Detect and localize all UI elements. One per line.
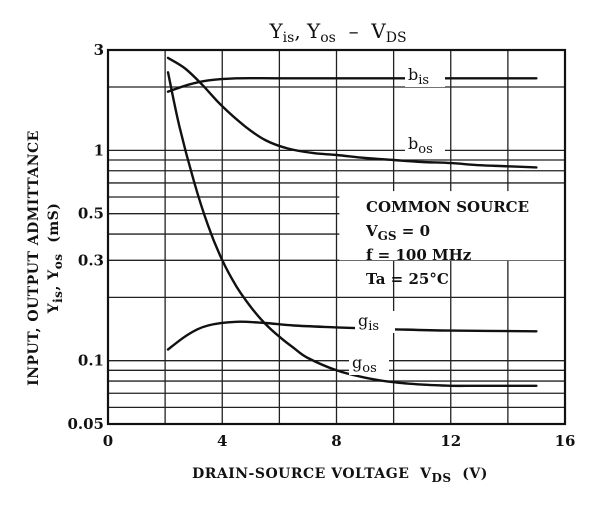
condition-line: COMMON SOURCE <box>366 198 529 216</box>
y-tick-label: 0.5 <box>78 205 104 223</box>
x-tick-label: 0 <box>103 432 113 450</box>
y-tick-label: 1 <box>94 141 104 159</box>
y-tick-label: 0.3 <box>78 251 104 269</box>
series-bis-label: bis <box>408 65 429 88</box>
series-gis-line <box>166 320 538 351</box>
series-gos-line <box>166 71 538 388</box>
condition-line: f = 100 MHz <box>366 246 472 264</box>
y-tick-label: 3 <box>94 41 104 59</box>
x-tick-label: 12 <box>440 432 461 450</box>
x-tick-label: 4 <box>217 432 227 450</box>
y-tick-label: 0.05 <box>67 415 104 433</box>
series-gos-label: gos <box>352 353 377 376</box>
curves <box>166 56 538 388</box>
x-tick-label: 8 <box>331 432 341 450</box>
x-tick-label: 16 <box>555 432 576 450</box>
y-axis-label-line1: INPUT, OUTPUT ADMITTANCE <box>26 130 42 386</box>
series-bos-line <box>166 56 538 169</box>
conditions-box: COMMON SOURCE VGS = 0 f = 100 MHz Ta = 25°C <box>339 191 564 288</box>
series-bos-label: bos <box>408 134 433 157</box>
condition-line: Ta = 25°C <box>366 270 449 288</box>
series-gos-label-bg <box>349 353 389 375</box>
tick-labels: 0 4 8 12 16 0.05 0.1 0.3 0.5 1 3 <box>67 41 575 450</box>
series-bis-line <box>166 76 538 93</box>
y-axis-label: INPUT, OUTPUT ADMITTANCE Yis, Yos (mS) <box>26 130 65 386</box>
condition-line: VGS = 0 <box>365 222 430 243</box>
x-axis-label: DRAIN-SOURCE VOLTAGE VDS (V) <box>192 466 488 485</box>
plot-frame <box>106 48 567 426</box>
series-bis-label-bg <box>405 65 445 87</box>
y-tick-label: 0.1 <box>78 352 104 370</box>
chart-title: Yis, Yos – VDS <box>268 19 406 46</box>
curve-labels: bis bos gis gos <box>349 65 445 376</box>
conditions-box-bg <box>339 191 564 261</box>
series-gis-label-bg <box>355 311 395 333</box>
y-axis-label-line2: Yis, Yos (mS) <box>46 203 65 315</box>
series-gis-label: gis <box>358 311 379 334</box>
series-bos-label-bg <box>405 134 445 156</box>
